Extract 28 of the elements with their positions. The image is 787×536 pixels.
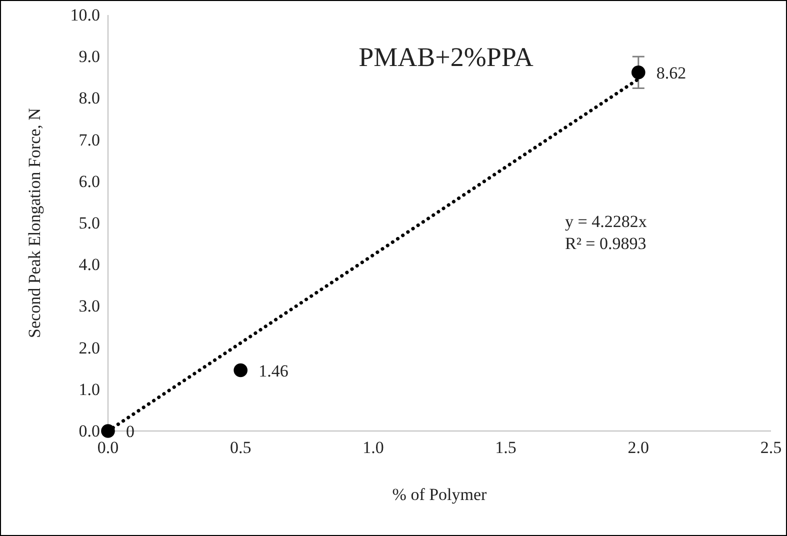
y-tick-label: 2.0 <box>78 338 100 358</box>
point <box>631 66 646 80</box>
y-tick-label: 6.0 <box>78 172 100 191</box>
x-tick-label: 2.0 <box>628 438 650 458</box>
x-tick-label: 0.0 <box>97 438 119 458</box>
data-label: 1.46 <box>258 361 288 380</box>
y-tick-label: 1.0 <box>78 380 100 399</box>
annotation: R² = 0.9893 <box>565 234 646 253</box>
x-tick-label: 0.5 <box>230 438 252 458</box>
y-tick-label: 3.0 <box>78 296 100 316</box>
y-axis-title: Second Peak Elongation Force, N <box>25 108 44 338</box>
y-tick-label: 8.0 <box>78 88 100 108</box>
annotation: y = 4.2282x <box>565 212 648 231</box>
point <box>234 363 248 378</box>
data-label: 8.62 <box>656 63 686 82</box>
point <box>101 424 115 438</box>
y-tick-label: 0.0 <box>78 421 100 440</box>
text: PMAB+2%PPA <box>358 42 534 72</box>
y-tick-label: 10.0 <box>70 5 100 24</box>
x-tick-label: 2.5 <box>760 438 782 458</box>
y-tick-label: 7.0 <box>78 130 100 150</box>
y-tick-label: 4.0 <box>78 255 100 274</box>
x-tick-label: 1.5 <box>495 438 516 458</box>
x-tick-label: 1.0 <box>362 438 384 458</box>
y-tick-label: 5.0 <box>78 213 100 232</box>
y-tick-label: 9.0 <box>78 47 100 66</box>
x-axis-title: % of Polymer <box>392 485 488 504</box>
data-label: 0 <box>126 422 134 441</box>
